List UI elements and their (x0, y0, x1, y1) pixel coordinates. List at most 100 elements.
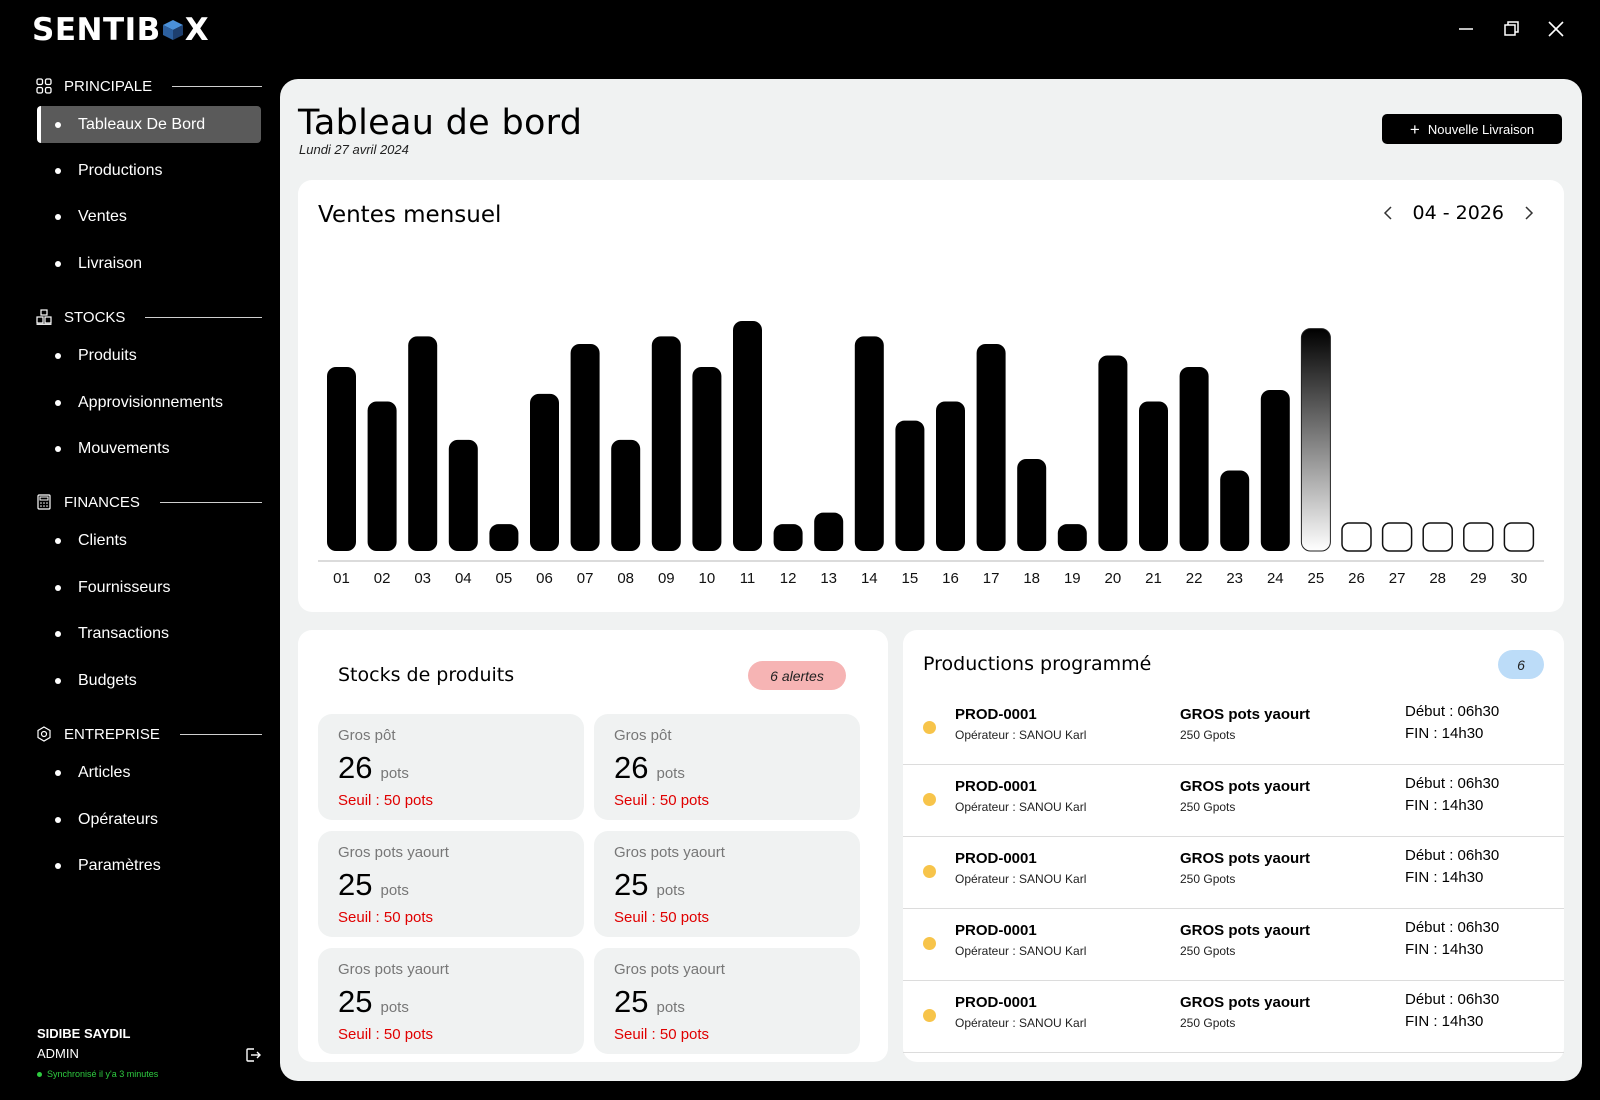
bar-day-29[interactable] (1463, 522, 1494, 552)
section-finances: FINANCES (36, 492, 262, 512)
next-month-button[interactable] (1518, 202, 1540, 224)
production-code: PROD-0001 (955, 778, 1037, 795)
bar-day-28[interactable] (1422, 522, 1453, 552)
stock-tile[interactable]: Gros pots yaourt 25 pots Seuil : 50 pots (318, 948, 584, 1054)
sidebar-item-livraison[interactable]: Livraison (37, 245, 261, 282)
x-tick-label: 21 (1145, 570, 1162, 587)
production-product: GROS pots yaourt (1180, 922, 1311, 939)
productions-count-badge: 6 (1498, 650, 1544, 679)
stock-tile[interactable]: Gros pots yaourt 25 pots Seuil : 50 pots (318, 831, 584, 937)
x-tick-label: 09 (658, 570, 675, 587)
sidebar-item-transactions[interactable]: Transactions (37, 615, 261, 652)
x-tick-label: 13 (820, 570, 837, 587)
bar-day-30[interactable] (1503, 522, 1535, 552)
production-quantity: 250 Gpots (1180, 1016, 1236, 1030)
bar-day-19[interactable] (1057, 524, 1087, 551)
stock-tile[interactable]: Gros pots yaourt 25 pots Seuil : 50 pots (594, 948, 860, 1054)
sidebar-item-label: Transactions (78, 624, 169, 642)
stock-tile[interactable]: Gros pots yaourt 25 pots Seuil : 50 pots (594, 831, 860, 937)
status-dot-icon (923, 865, 936, 878)
bar-day-05[interactable] (489, 524, 519, 551)
bar-day-16[interactable] (936, 401, 965, 552)
sidebar-item-productions[interactable]: Productions (37, 152, 261, 189)
production-product: GROS pots yaourt (1180, 850, 1311, 867)
bar-day-12[interactable] (773, 524, 803, 551)
bar-day-24[interactable] (1260, 390, 1290, 551)
bullet-icon (55, 167, 61, 174)
bar-day-27[interactable] (1381, 522, 1413, 552)
production-start: Début : 06h30 (1405, 775, 1500, 792)
sidebar-item-approvisionnements[interactable]: Approvisionnements (37, 384, 261, 421)
bar-day-18[interactable] (1017, 459, 1047, 551)
production-row[interactable]: PROD-0001 Opérateur : SANOU Karl GROS po… (903, 693, 1564, 765)
stock-tile[interactable]: Gros pôt 26 pots Seuil : 50 pots (594, 714, 860, 820)
sidebar-item-budgets[interactable]: Budgets (37, 662, 261, 699)
sidebar-item-label: Produits (78, 346, 137, 364)
bullet-icon (55, 537, 61, 544)
sidebar-item-label: Paramètres (78, 856, 161, 874)
bar-day-23[interactable] (1220, 470, 1250, 552)
bar-day-22[interactable] (1179, 367, 1209, 551)
cube-logo-icon (162, 20, 183, 40)
x-tick-label: 29 (1470, 570, 1487, 587)
sync-status: Synchronisé il y'a 3 minutes (37, 1069, 158, 1079)
bar-day-02[interactable] (367, 401, 397, 552)
bar-day-07[interactable] (570, 344, 600, 551)
bar-day-03[interactable] (408, 336, 438, 551)
production-operator: Opérateur : SANOU Karl (955, 872, 1087, 886)
restore-icon[interactable] (1500, 18, 1522, 40)
section-principale: PRINCIPALE (36, 76, 262, 96)
bar-day-25[interactable] (1300, 328, 1331, 552)
close-icon[interactable] (1545, 18, 1567, 40)
stock-tile[interactable]: Gros pôt 26 pots Seuil : 50 pots (318, 714, 584, 820)
bar-day-06[interactable] (530, 393, 559, 551)
chart-title: Ventes mensuel (318, 202, 502, 228)
x-tick-label: 05 (496, 570, 513, 587)
settings-icon (37, 726, 51, 742)
sidebar-item-clients[interactable]: Clients (37, 522, 261, 559)
sidebar-item-fournisseurs[interactable]: Fournisseurs (37, 569, 261, 606)
production-end: FIN : 14h30 (1405, 941, 1484, 958)
stock-quantity: 25 pots (614, 984, 685, 1019)
production-row[interactable]: PROD-0001 Opérateur : SANOU Karl GROS po… (903, 765, 1564, 837)
sidebar-item-mouvements[interactable]: Mouvements (37, 430, 261, 467)
status-dot-icon (923, 793, 936, 806)
grid-icon (36, 78, 52, 94)
chevron-left-icon (1383, 206, 1392, 220)
sidebar-item-articles[interactable]: Articles (37, 754, 261, 791)
bar-day-08[interactable] (611, 439, 641, 551)
bar-day-14[interactable] (854, 336, 884, 551)
new-delivery-button[interactable]: + Nouvelle Livraison (1382, 114, 1562, 144)
bar-day-15[interactable] (895, 420, 925, 551)
bar-day-26[interactable] (1341, 522, 1372, 552)
previous-month-button[interactable] (1377, 202, 1399, 224)
bar-day-13[interactable] (814, 512, 844, 551)
bar-day-01[interactable] (327, 367, 356, 551)
sidebar-item-operateurs[interactable]: Opérateurs (37, 801, 261, 838)
sidebar-item-label: Livraison (78, 254, 143, 272)
production-row[interactable]: PROD-0001 Opérateur : SANOU Karl GROS po… (903, 981, 1564, 1053)
production-row[interactable]: PROD-0001 Opérateur : SANOU Karl GROS po… (903, 837, 1564, 909)
production-row[interactable]: PROD-0001 Opérateur : SANOU Karl GROS po… (903, 909, 1564, 981)
section-title: PRINCIPALE (64, 77, 153, 95)
logout-icon[interactable] (244, 1046, 262, 1064)
sidebar-item-label: Budgets (78, 671, 137, 689)
bar-day-09[interactable] (651, 336, 681, 551)
bar-day-11[interactable] (733, 321, 762, 551)
bar-day-21[interactable] (1139, 401, 1168, 552)
bar-day-17[interactable] (976, 344, 1006, 551)
sidebar-item-produits[interactable]: Produits (37, 337, 261, 374)
x-tick-label: 19 (1064, 570, 1081, 587)
bar-day-20[interactable] (1098, 355, 1128, 552)
sidebar-item-parametres[interactable]: Paramètres (37, 847, 261, 884)
sidebar-item-tableaux-de-bord[interactable]: Tableaux De Bord (37, 106, 261, 143)
alerts-badge[interactable]: 6 alertes (748, 661, 846, 690)
status-dot-icon (923, 937, 936, 950)
bar-day-04[interactable] (448, 439, 478, 551)
bar-day-10[interactable] (692, 367, 722, 551)
status-dot-icon (923, 1009, 936, 1022)
x-tick-label: 18 (1023, 570, 1040, 587)
minimize-icon[interactable] (1455, 18, 1477, 40)
section-stocks: STOCKS (36, 307, 262, 327)
sidebar-item-ventes[interactable]: Ventes (37, 198, 261, 235)
